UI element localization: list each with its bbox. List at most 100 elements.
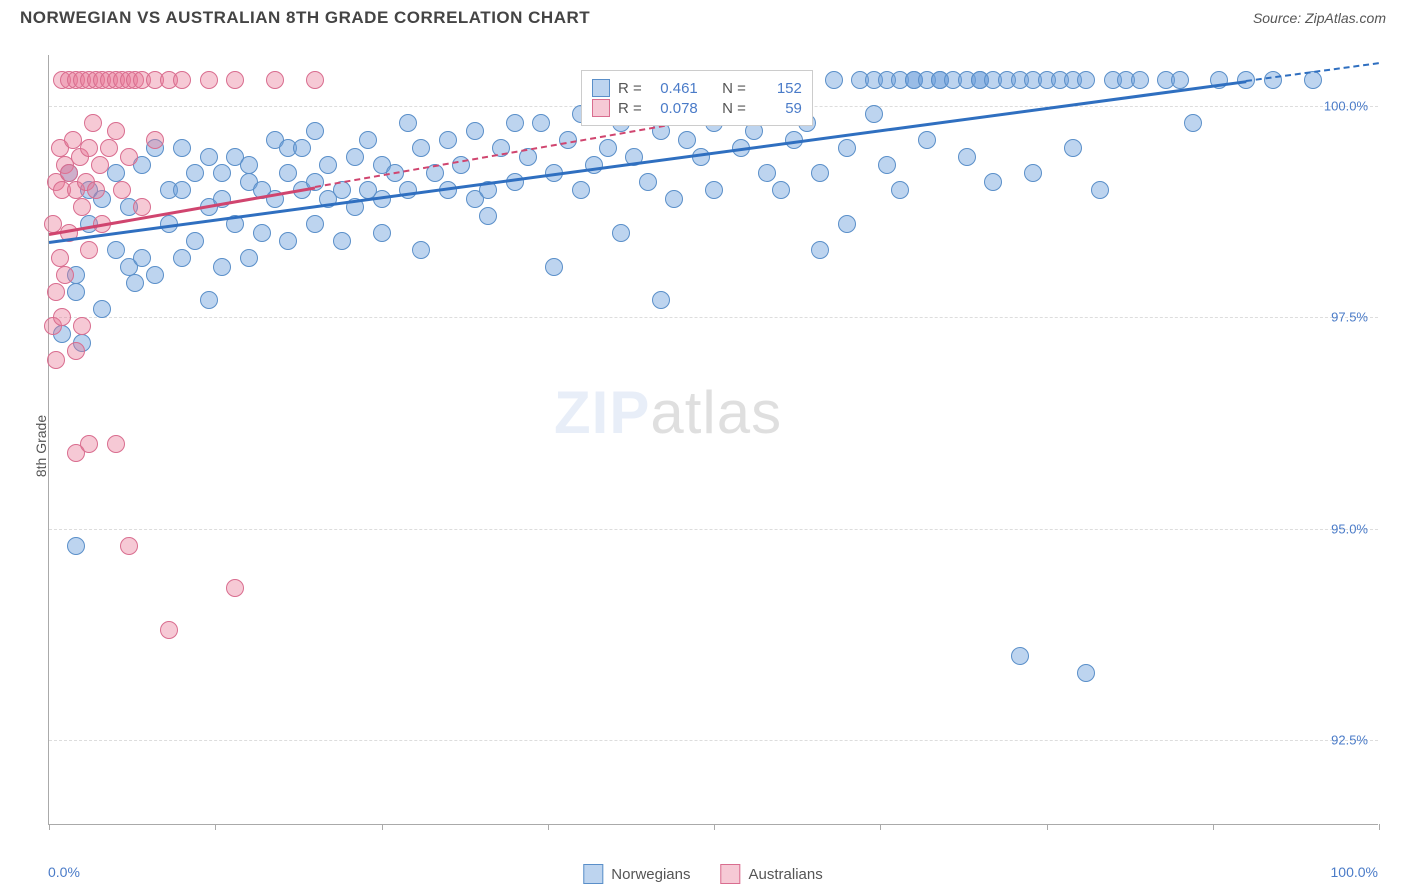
scatter-point (958, 148, 976, 166)
scatter-point (1024, 164, 1042, 182)
xtick (1047, 824, 1048, 830)
scatter-point (1184, 114, 1202, 132)
scatter-point (665, 190, 683, 208)
ytick-label: 92.5% (1331, 733, 1368, 748)
scatter-point (100, 139, 118, 157)
scatter-point (891, 181, 909, 199)
scatter-point (652, 291, 670, 309)
stat-r-value: 0.078 (650, 100, 698, 117)
scatter-point (306, 71, 324, 89)
gridline-h (49, 529, 1378, 530)
gridline-h (49, 740, 1378, 741)
scatter-point (758, 164, 776, 182)
scatter-point (1131, 71, 1149, 89)
scatter-point (240, 249, 258, 267)
scatter-point (306, 215, 324, 233)
xtick-label-max: 100.0% (1331, 864, 1378, 880)
scatter-point (279, 164, 297, 182)
scatter-point (1064, 139, 1082, 157)
scatter-point (53, 308, 71, 326)
header: NORWEGIAN VS AUSTRALIAN 8TH GRADE CORREL… (20, 8, 1386, 28)
scatter-point (279, 232, 297, 250)
scatter-point (1264, 71, 1282, 89)
source-label: Source: ZipAtlas.com (1253, 10, 1386, 26)
scatter-point (1077, 664, 1095, 682)
scatter-point (439, 131, 457, 149)
stat-row: R =0.078 N =59 (592, 99, 802, 117)
legend-item: Australians (721, 864, 823, 884)
scatter-point (506, 114, 524, 132)
scatter-point (120, 148, 138, 166)
xtick (215, 824, 216, 830)
scatter-point (173, 71, 191, 89)
scatter-point (67, 283, 85, 301)
xtick (382, 824, 383, 830)
scatter-point (825, 71, 843, 89)
scatter-point (811, 241, 829, 259)
scatter-point (466, 122, 484, 140)
scatter-point (173, 181, 191, 199)
xtick (880, 824, 881, 830)
scatter-point (373, 224, 391, 242)
stat-r-value: 0.461 (650, 80, 698, 97)
scatter-point (160, 621, 178, 639)
stat-r-label: R = (618, 100, 642, 117)
scatter-point (612, 224, 630, 242)
scatter-point (333, 232, 351, 250)
scatter-point (107, 435, 125, 453)
scatter-point (146, 266, 164, 284)
watermark: ZIPatlas (554, 378, 782, 447)
scatter-point (186, 232, 204, 250)
scatter-point (80, 241, 98, 259)
scatter-point (599, 139, 617, 157)
scatter-point (865, 105, 883, 123)
scatter-point (878, 156, 896, 174)
scatter-point (91, 156, 109, 174)
scatter-point (1077, 71, 1095, 89)
scatter-point (47, 351, 65, 369)
scatter-point (73, 317, 91, 335)
scatter-point (918, 131, 936, 149)
scatter-point (306, 122, 324, 140)
scatter-point (80, 139, 98, 157)
chart-title: NORWEGIAN VS AUSTRALIAN 8TH GRADE CORREL… (20, 8, 590, 28)
scatter-point (266, 71, 284, 89)
scatter-point (226, 71, 244, 89)
scatter-point (200, 148, 218, 166)
xtick (1379, 824, 1380, 830)
xtick-label-min: 0.0% (48, 864, 80, 880)
scatter-point (84, 114, 102, 132)
scatter-point (226, 579, 244, 597)
scatter-point (1011, 647, 1029, 665)
gridline-h (49, 317, 1378, 318)
scatter-point (133, 198, 151, 216)
stat-r-label: R = (618, 80, 642, 97)
scatter-point (80, 435, 98, 453)
stat-n-label: N = (722, 80, 746, 97)
scatter-point (146, 131, 164, 149)
scatter-point (126, 274, 144, 292)
scatter-point (213, 258, 231, 276)
scatter-point (838, 215, 856, 233)
xtick (49, 824, 50, 830)
scatter-point (1091, 181, 1109, 199)
scatter-point (107, 164, 125, 182)
scatter-point (87, 181, 105, 199)
scatter-point (200, 71, 218, 89)
scatter-point (213, 164, 231, 182)
scatter-point (73, 198, 91, 216)
scatter-point (60, 164, 78, 182)
xtick (714, 824, 715, 830)
scatter-point (293, 139, 311, 157)
scatter-point (399, 114, 417, 132)
y-axis-label: 8th Grade (33, 415, 49, 477)
scatter-point (93, 300, 111, 318)
scatter-point (984, 173, 1002, 191)
watermark-atlas: atlas (650, 379, 782, 446)
scatter-point (705, 181, 723, 199)
scatter-point (56, 266, 74, 284)
scatter-point (67, 537, 85, 555)
xtick (1213, 824, 1214, 830)
scatter-point (107, 122, 125, 140)
scatter-point (113, 181, 131, 199)
